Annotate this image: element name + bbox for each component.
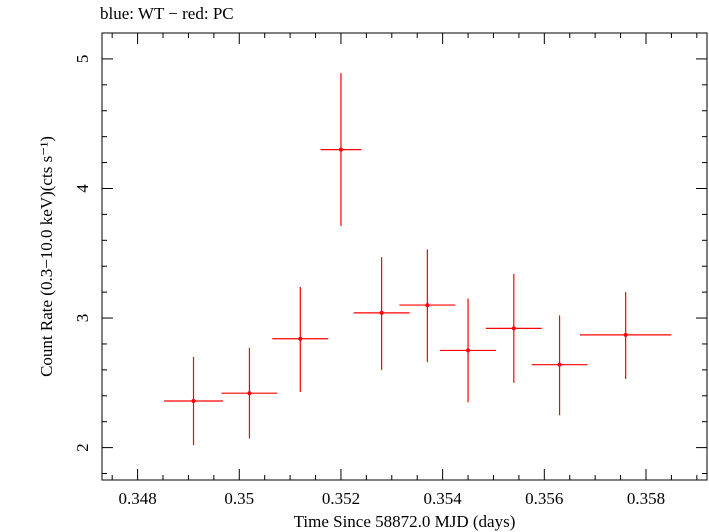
data-marker xyxy=(511,326,516,331)
data-point xyxy=(320,73,362,227)
x-axis-label: Time Since 58872.0 MJD (days) xyxy=(294,512,516,531)
x-tick-label: 0.348 xyxy=(118,489,156,508)
data-point xyxy=(272,286,329,392)
x-tick-label: 0.358 xyxy=(627,489,665,508)
data-point xyxy=(485,273,542,383)
data-marker xyxy=(466,348,471,353)
data-point xyxy=(353,257,410,370)
plot-frame xyxy=(101,32,708,481)
data-marker xyxy=(557,362,562,367)
x-tick-label: 0.352 xyxy=(322,489,360,508)
data-marker xyxy=(425,303,430,308)
y-axis-label: Count Rate (0.3−10.0 keV)(cts s⁻¹) xyxy=(37,136,56,377)
data-point xyxy=(399,249,456,363)
data-marker xyxy=(338,147,343,152)
y-tick-label: 3 xyxy=(73,314,92,323)
x-axis: 0.348 0.35 0.352 0.354 0.356 0.358 xyxy=(111,33,698,508)
y-tick-label: 4 xyxy=(73,184,92,193)
x-tick-label: 0.356 xyxy=(525,489,563,508)
chart-title: blue: WT − red: PC xyxy=(100,4,234,23)
data-point xyxy=(164,356,223,446)
y-axis: 2 3 4 5 xyxy=(73,32,707,475)
data-point xyxy=(531,315,588,416)
data-point xyxy=(579,292,672,379)
x-tick-label: 0.35 xyxy=(224,489,254,508)
data-marker xyxy=(623,332,628,337)
y-tick-label: 5 xyxy=(73,55,92,64)
data-marker xyxy=(298,336,303,341)
data-point xyxy=(440,298,497,403)
data-marker xyxy=(247,391,252,396)
data-marker xyxy=(379,310,384,315)
data-point xyxy=(221,347,278,439)
x-tick-label: 0.354 xyxy=(424,489,463,508)
data-marker xyxy=(191,398,196,403)
y-tick-label: 2 xyxy=(73,443,92,452)
data-series-pc xyxy=(164,73,672,446)
